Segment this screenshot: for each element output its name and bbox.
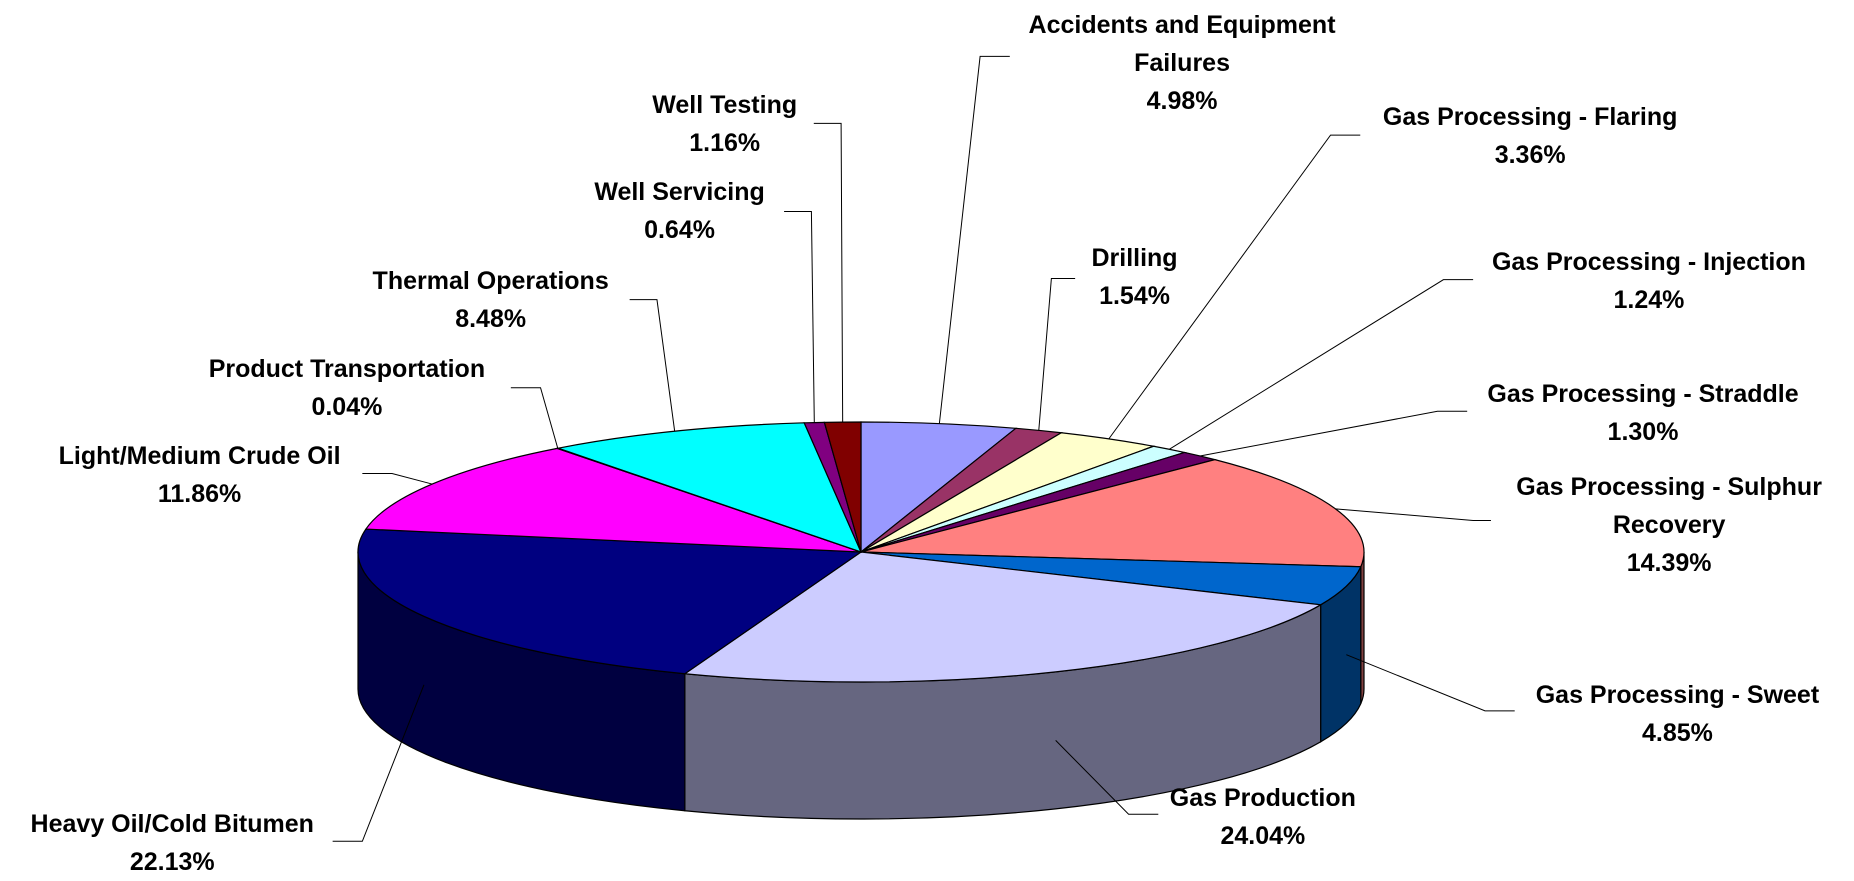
leader-line (1055, 740, 1159, 815)
slice-value-label: 0.04% (311, 393, 383, 422)
slice-value-label: 24.04% (1220, 822, 1306, 851)
slice-label: Light/Medium Crude Oil 11.86% (0, 437, 497, 513)
leader-lines (332, 55, 1515, 842)
pie-slice (683, 551, 1323, 683)
slice-label: Gas Processing - Sulphur Recovery 14.39% (1473, 468, 1854, 582)
pie-sides (357, 551, 1365, 820)
slice-label: Well Testing 1.16% (428, 86, 1022, 162)
slice-label: Gas Processing - Flaring 3.36% (1233, 98, 1827, 174)
slice-value-label: 4.98% (1146, 86, 1218, 115)
slice-value-label: 22.13% (129, 847, 215, 876)
slice-name-label: Gas Production (1169, 784, 1356, 813)
slice-name-label: Well Testing (652, 90, 798, 119)
slice-label: Thermal Operations 8.48% (194, 262, 788, 338)
leader-line (1108, 134, 1361, 440)
slice-name-label: Accidents and Equipment Failures (1028, 10, 1336, 77)
leader-line (510, 387, 559, 449)
slice-value-label: 0.64% (644, 215, 715, 244)
leader-line (362, 473, 433, 485)
slice-value-label: 3.36% (1494, 140, 1566, 169)
slice-label: Gas Processing - Sweet 4.85% (1380, 676, 1854, 752)
slice-label: Gas Processing - Injection 1.24% (1352, 243, 1854, 319)
slice-name-label: Product Transportation (208, 355, 486, 384)
slice-name-label: Drilling (1091, 243, 1178, 272)
slice-name-label: Light/Medium Crude Oil (58, 442, 341, 471)
slice-name-label: Gas Processing - Sulphur Recovery (1516, 472, 1822, 539)
leader-line (332, 684, 425, 842)
pie-slice (860, 551, 1362, 606)
slice-label: Heavy Oil/Cold Bitumen 22.13% (0, 805, 469, 881)
leader-line (1346, 654, 1515, 712)
pie-slice (364, 447, 862, 553)
slice-value-label: 1.16% (689, 128, 761, 157)
slice-label: Gas Processing - Straddle 1.30% (1346, 375, 1854, 451)
slice-name-label: Thermal Operations (372, 267, 609, 296)
slice-name-label: Gas Processing - Sweet (1535, 680, 1820, 709)
leader-line (1199, 410, 1468, 457)
pie-slice (860, 458, 1365, 568)
leader-line (629, 299, 676, 432)
slice-value-label: 11.86% (157, 480, 242, 509)
pie-slice (555, 422, 863, 554)
slice-value-label: 8.48% (455, 305, 527, 334)
leader-line (938, 55, 1010, 424)
pie-tops (357, 421, 1365, 683)
leader-line (813, 122, 844, 423)
slice-name-label: Well Servicing (594, 177, 765, 206)
slice-value-label: 4.85% (1642, 718, 1713, 747)
leader-line (784, 211, 815, 423)
pie-slice (357, 528, 863, 675)
leader-line (1038, 277, 1076, 431)
slice-name-label: Gas Processing - Straddle (1487, 379, 1799, 408)
leader-line (1335, 508, 1491, 522)
pie-slice (860, 421, 1018, 554)
slice-label: Well Servicing 0.64% (383, 173, 977, 249)
slice-name-label: Gas Processing - Flaring (1382, 102, 1678, 131)
leader-line (1169, 279, 1474, 450)
slice-value-label: 14.39% (1626, 548, 1712, 577)
slice-name-label: Gas Processing - Injection (1491, 248, 1806, 277)
slice-value-label: 1.30% (1607, 417, 1679, 446)
slice-label: Product Transportation 0.04% (50, 350, 644, 426)
slice-label: Accidents and Equipment Failures 4.98% (986, 6, 1378, 120)
slice-label: Gas Production 24.04% (966, 779, 1560, 855)
slice-value-label: 1.54% (1099, 281, 1170, 310)
slice-name-label: Heavy Oil/Cold Bitumen (30, 809, 314, 838)
slice-value-label: 1.24% (1613, 286, 1685, 315)
slice-label: Drilling 1.54% (838, 239, 1432, 315)
